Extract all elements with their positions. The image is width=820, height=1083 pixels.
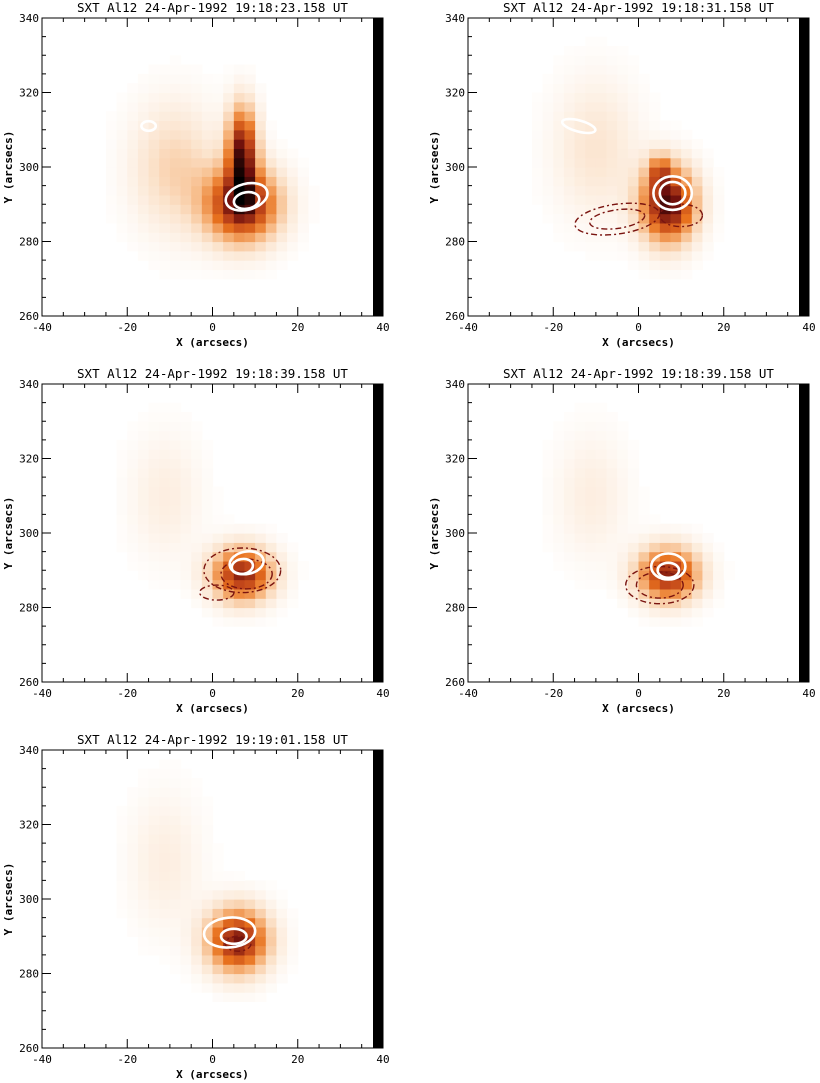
x-tick-label: 20 xyxy=(717,687,730,700)
y-tick-label: 280 xyxy=(19,968,39,981)
x-axis-label: X (arcsecs) xyxy=(176,1068,249,1081)
contour-dashed xyxy=(574,202,661,236)
panel-1: -40 -20 0 20 40 260 280 300 320 340 SXT Al12 24-Ap… xyxy=(2,0,390,349)
x-tick-label: 40 xyxy=(376,1053,389,1066)
y-tick-label: 300 xyxy=(445,527,465,540)
y-tick-label: 320 xyxy=(19,87,39,100)
y-tick-label: 340 xyxy=(19,12,39,25)
panel-3: -40 -20 0 20 40 260 280 300 320 340 SXT Al12 24-Ap… xyxy=(2,366,390,715)
x-tick-label: -40 xyxy=(32,1053,52,1066)
x-tick-label: 0 xyxy=(209,687,216,700)
y-tick-label: 300 xyxy=(19,161,39,174)
x-tick-label: 20 xyxy=(717,321,730,334)
contour-dashed xyxy=(203,547,282,594)
y-axis-label: Y (arcsecs) xyxy=(2,863,15,936)
contour-white xyxy=(219,927,248,946)
contour-white xyxy=(140,119,158,133)
panel-title: SXT Al12 24-Apr-1992 19:18:39.158 UT xyxy=(503,366,774,381)
y-tick-label: 320 xyxy=(445,453,465,466)
panel-5: -40 -20 0 20 40 260 280 300 320 340 SXT Al12 24-Ap… xyxy=(2,732,390,1081)
y-tick-label: 280 xyxy=(19,602,39,615)
panel-4: -40 -20 0 20 40 260 280 300 320 340 SXT Al12 24-Ap… xyxy=(428,366,816,715)
y-tick-label: 300 xyxy=(19,527,39,540)
y-axis-label: Y (arcsecs) xyxy=(2,131,15,204)
panel-title: SXT Al12 24-Apr-1992 19:18:39.158 UT xyxy=(77,366,348,381)
y-tick-label: 280 xyxy=(445,602,465,615)
x-tick-label: -40 xyxy=(32,687,52,700)
y-tick-label: 260 xyxy=(445,676,465,689)
heatmap-image xyxy=(542,402,736,627)
y-tick-label: 340 xyxy=(19,378,39,391)
y-tick-label: 280 xyxy=(445,236,465,249)
panel-title: SXT Al12 24-Apr-1992 19:19:01.158 UT xyxy=(77,732,348,747)
panel-title: SXT Al12 24-Apr-1992 19:18:23.158 UT xyxy=(77,0,348,15)
x-tick-label: 40 xyxy=(802,687,815,700)
x-tick-label: 20 xyxy=(291,687,304,700)
x-axis-label: X (arcsecs) xyxy=(176,702,249,715)
contour-white xyxy=(202,916,257,949)
x-tick-label: 40 xyxy=(376,321,389,334)
y-tick-label: 340 xyxy=(445,12,465,25)
x-tick-label: 0 xyxy=(635,687,642,700)
x-tick-label: -20 xyxy=(117,321,137,334)
panel-title: SXT Al12 24-Apr-1992 19:18:31.158 UT xyxy=(503,0,774,15)
y-tick-label: 260 xyxy=(19,310,39,323)
y-tick-label: 260 xyxy=(19,676,39,689)
contour-white xyxy=(232,190,261,211)
x-tick-label: 0 xyxy=(209,321,216,334)
heatmap-image xyxy=(105,55,320,280)
x-tick-label: 20 xyxy=(291,1053,304,1066)
y-tick-label: 320 xyxy=(19,453,39,466)
contour-white xyxy=(649,552,687,581)
contour-dashed xyxy=(659,203,704,228)
x-tick-label: -40 xyxy=(458,321,478,334)
y-axis-label: Y (arcsecs) xyxy=(428,497,441,570)
contour-white xyxy=(230,557,255,576)
contour-white xyxy=(560,117,597,135)
y-tick-label: 340 xyxy=(445,378,465,391)
contour-white xyxy=(656,561,681,580)
x-tick-label: -20 xyxy=(117,1053,137,1066)
contour-white xyxy=(652,175,694,212)
x-tick-label: 40 xyxy=(802,321,815,334)
contour-dashed xyxy=(635,571,684,599)
x-axis-label: X (arcsecs) xyxy=(602,336,675,349)
x-tick-label: -20 xyxy=(543,687,563,700)
x-tick-label: 0 xyxy=(209,1053,216,1066)
y-tick-label: 320 xyxy=(445,87,465,100)
contour-white xyxy=(228,550,265,576)
heatmap-image xyxy=(531,36,725,280)
y-tick-label: 260 xyxy=(445,310,465,323)
y-tick-label: 260 xyxy=(19,1042,39,1055)
y-tick-label: 300 xyxy=(19,893,39,906)
contour-dashed xyxy=(220,558,273,590)
x-tick-label: -20 xyxy=(543,321,563,334)
contour-dashed xyxy=(224,935,252,952)
x-tick-label: 0 xyxy=(635,321,642,334)
x-tick-label: -40 xyxy=(32,321,52,334)
y-axis-label: Y (arcsecs) xyxy=(428,131,441,204)
heatmap-image xyxy=(116,759,299,1003)
y-tick-label: 340 xyxy=(19,744,39,757)
panel-2: -40 -20 0 20 40 260 280 300 320 340 SXT Al12 24-Ap… xyxy=(428,0,816,349)
x-tick-label: -20 xyxy=(117,687,137,700)
y-axis-label: Y (arcsecs) xyxy=(2,497,15,570)
contour-dashed xyxy=(198,584,235,601)
contour-white xyxy=(658,180,687,206)
y-tick-label: 300 xyxy=(445,161,465,174)
x-tick-label: -40 xyxy=(458,687,478,700)
heatmap-image xyxy=(116,402,310,627)
x-tick-label: 40 xyxy=(376,687,389,700)
x-tick-label: 20 xyxy=(291,321,304,334)
x-axis-label: X (arcsecs) xyxy=(602,702,675,715)
y-tick-label: 320 xyxy=(19,819,39,832)
y-tick-label: 280 xyxy=(19,236,39,249)
x-axis-label: X (arcsecs) xyxy=(176,336,249,349)
